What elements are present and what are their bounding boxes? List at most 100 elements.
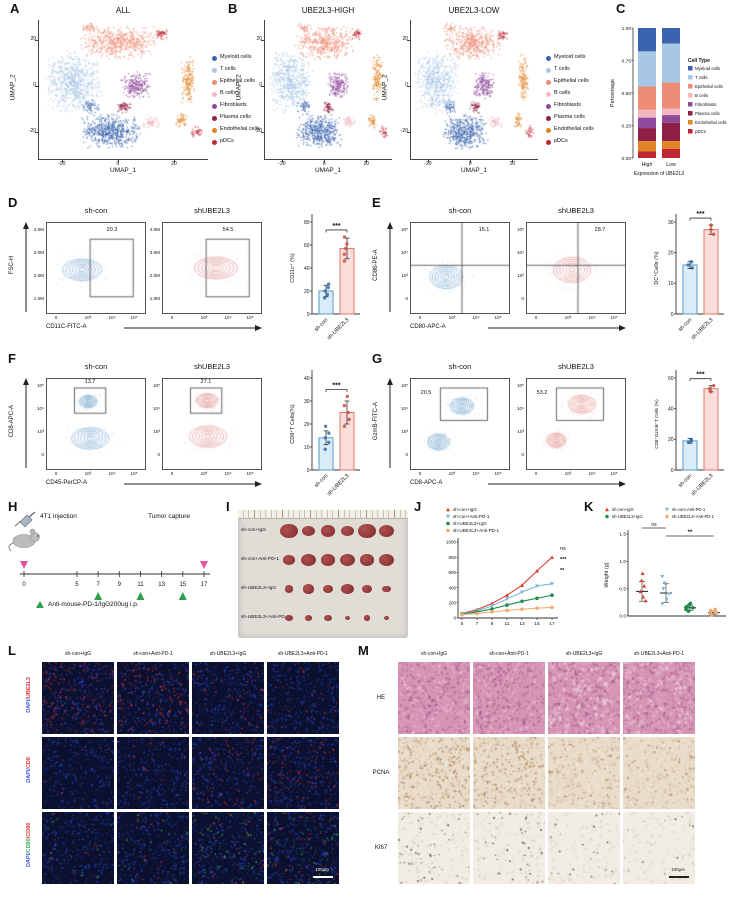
- tick-mark: [407, 39, 410, 41]
- flow-x-tick: 10³: [200, 471, 208, 476]
- row-label-part: DAPI/: [26, 852, 33, 868]
- svg-text:***: ***: [332, 382, 340, 389]
- svg-text:0.00: 0.00: [622, 156, 632, 162]
- scale-bar: [313, 876, 333, 878]
- flow-y-tick: 0: [41, 452, 44, 458]
- flow-canvas: [527, 223, 625, 313]
- flow-y-label: CD8-APC-A: [8, 404, 15, 438]
- svg-text:sh-UBE2L3+Anti-PD-1: sh-UBE2L3+Anti-PD-1: [672, 514, 715, 519]
- legend-dot: [546, 56, 551, 61]
- svg-text:Low: Low: [666, 162, 676, 168]
- flow-y-tick: 0: [405, 452, 408, 458]
- flow-y-tick: 10⁵: [36, 383, 44, 389]
- tick-mark: [261, 132, 264, 133]
- svg-text:CD8⁺T Cells(%): CD8⁺T Cells(%): [289, 404, 296, 444]
- flow-y-axis-arrow: [387, 378, 393, 468]
- svg-text:40: 40: [304, 266, 310, 272]
- svg-text:40: 40: [668, 406, 674, 412]
- flow-canvas: [411, 379, 509, 469]
- svg-text:Plasma cells: Plasma cells: [695, 111, 720, 116]
- svg-text:400: 400: [448, 585, 456, 590]
- svg-text:5: 5: [461, 621, 464, 627]
- flow-y-tick: 2.0M: [33, 273, 44, 279]
- umap-title: UBE2L3-HIGH: [301, 6, 355, 15]
- tumor: [382, 585, 391, 593]
- panel-label-L: L: [8, 643, 16, 658]
- legend-label: pDCs: [554, 138, 568, 144]
- flow-y-tick: 10⁵: [516, 383, 524, 389]
- svg-text:0: 0: [22, 582, 26, 588]
- svg-text:0.25: 0.25: [622, 123, 632, 129]
- svg-text:**: **: [688, 530, 693, 536]
- umap-y-tick: -20: [254, 128, 262, 134]
- legend-dot: [546, 140, 551, 145]
- svg-text:0.0: 0.0: [619, 614, 626, 620]
- svg-text:sh-con+IgG: sh-con+IgG: [612, 507, 634, 512]
- flow-x-label: CD45-PerCP-A: [46, 480, 88, 486]
- svg-text:0: 0: [307, 312, 310, 318]
- svg-text:ns: ns: [560, 546, 566, 552]
- svg-text:***: ***: [696, 211, 704, 218]
- legend-label: T cells: [220, 66, 236, 72]
- gate-percentage: 53.2: [536, 389, 548, 396]
- tick-mark: [366, 160, 368, 163]
- flow-y-tick: 10⁵: [400, 383, 408, 389]
- legend-dot: [546, 116, 551, 121]
- gate-percentage: 20.5: [420, 389, 432, 396]
- flow-x-axis-arrow: [488, 481, 626, 487]
- ihc-tile: [548, 662, 620, 734]
- svg-text:CD8⁺GzmB⁺T Cells (%): CD8⁺GzmB⁺T Cells (%): [654, 399, 659, 449]
- svg-text:High: High: [642, 162, 653, 168]
- svg-text:60: 60: [304, 243, 310, 249]
- svg-text:Epithelial cells: Epithelial cells: [695, 84, 724, 89]
- svg-text:13: 13: [158, 582, 165, 588]
- legend-label: Myeloid cells: [220, 54, 252, 60]
- flow-x-tick: 10⁵: [494, 471, 502, 476]
- umap-y-tick: 20: [256, 35, 262, 42]
- flow-x-tick: 0: [534, 471, 538, 476]
- flow-x-tick: 10⁵: [246, 315, 254, 320]
- tumor: [340, 525, 355, 537]
- svg-text:0: 0: [671, 468, 674, 474]
- flow-y-label: CD86-PE-A: [372, 249, 379, 281]
- flow-x-tick: 0: [534, 315, 538, 320]
- flow-x-label: CD80-APC-A: [410, 324, 446, 330]
- svg-text:10: 10: [668, 281, 674, 287]
- umap-y-tick: 20: [30, 35, 36, 42]
- ihc-column-header: sh-con+IgG: [421, 651, 447, 657]
- svg-text:sh-con: sh-con: [313, 317, 329, 333]
- row-label-part: DAPI/: [26, 768, 33, 783]
- flow-y-tick: 10⁴: [152, 406, 160, 412]
- svg-text:sh-UBE2L3+Anti-PD-1: sh-UBE2L3+Anti-PD-1: [453, 528, 500, 533]
- umap-xlabel: UMAP_1: [314, 167, 341, 174]
- svg-text:T cells: T cells: [695, 75, 708, 80]
- ihc-tile: [473, 662, 545, 734]
- tick-mark: [470, 160, 472, 163]
- flow-condition-title: shUBE2L3: [558, 362, 594, 371]
- if-column-header: sh-con+Anti-PD-1: [133, 651, 173, 657]
- svg-text:30: 30: [304, 399, 310, 405]
- capture-label: Tumor capture: [148, 513, 191, 520]
- svg-text:sh-con+Anti-PD-1: sh-con+Anti-PD-1: [453, 514, 490, 519]
- tick-mark: [117, 160, 119, 163]
- svg-text:CD11c⁺ (%): CD11c⁺ (%): [289, 253, 296, 283]
- tick-mark: [174, 160, 175, 163]
- svg-text:sh-con: sh-con: [313, 473, 329, 489]
- flow-x-label: CD11C-FITC-A: [46, 324, 87, 330]
- flow-x-tick: 10⁵: [610, 471, 618, 476]
- legend-label: Epithelial cells: [554, 78, 589, 84]
- ihc-tile: [548, 812, 620, 884]
- flow-y-tick: 1.0M: [33, 296, 44, 302]
- ihc-tile: [398, 662, 470, 734]
- panel-label-B: B: [228, 1, 238, 16]
- umap-x-tick: 0: [468, 161, 472, 167]
- svg-text:Weight (g): Weight (g): [604, 562, 610, 587]
- svg-text:sh-UBE2L3: sh-UBE2L3: [690, 473, 714, 497]
- tumor-row-label: sh-UBE2L3+IgG: [241, 586, 277, 591]
- photo-ruler: [238, 510, 408, 519]
- svg-text:600: 600: [448, 570, 456, 575]
- legend-dot: [546, 80, 551, 85]
- if-tile: [267, 737, 339, 809]
- gate-percentage: 28.7: [594, 227, 606, 234]
